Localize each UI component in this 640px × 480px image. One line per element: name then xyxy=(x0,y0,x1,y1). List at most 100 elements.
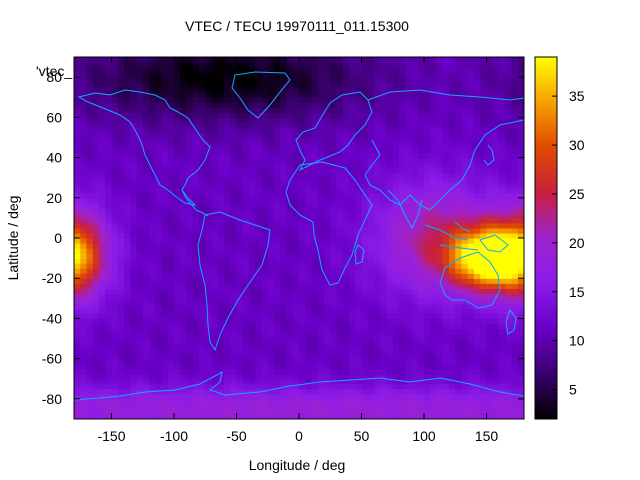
heatmap-cell xyxy=(499,363,506,370)
heatmap-cell xyxy=(149,243,156,249)
heatmap-cell xyxy=(280,358,288,365)
heatmap-cell xyxy=(467,227,475,234)
heatmap-cell xyxy=(380,112,388,118)
heatmap-cell xyxy=(261,383,269,390)
heatmap-cell xyxy=(211,363,219,370)
heatmap-cell xyxy=(467,393,475,400)
heatmap-cell xyxy=(211,187,219,194)
heatmap-cell xyxy=(217,187,225,194)
heatmap-cell xyxy=(467,303,475,309)
heatmap-cell xyxy=(117,338,125,345)
heatmap-cell xyxy=(349,383,356,390)
heatmap-cell xyxy=(467,268,475,274)
heatmap-cell xyxy=(136,187,144,194)
heatmap-cell xyxy=(411,363,419,370)
heatmap-cell xyxy=(86,127,94,134)
heatmap-cell xyxy=(505,152,513,159)
heatmap-cell xyxy=(105,403,113,410)
heatmap-cell xyxy=(249,77,256,83)
heatmap-cell xyxy=(236,72,244,78)
heatmap-cell xyxy=(486,182,494,189)
heatmap-cell xyxy=(217,162,225,169)
heatmap-cell xyxy=(436,253,444,259)
heatmap-cell xyxy=(192,253,200,259)
heatmap-cell xyxy=(224,217,231,224)
heatmap-cell xyxy=(449,363,456,370)
heatmap-cell xyxy=(430,363,438,370)
heatmap-cell xyxy=(417,187,425,194)
heatmap-cell xyxy=(517,243,524,249)
heatmap-cell xyxy=(255,398,263,405)
heatmap-cell xyxy=(105,283,113,289)
heatmap-cell xyxy=(267,263,275,269)
heatmap-cell xyxy=(199,268,206,274)
heatmap-cell xyxy=(180,393,188,400)
heatmap-cell xyxy=(367,147,375,154)
heatmap-cell xyxy=(111,147,119,154)
heatmap-cell xyxy=(267,227,275,234)
heatmap-cell xyxy=(99,358,106,365)
heatmap-cell xyxy=(99,77,106,83)
heatmap-cell xyxy=(230,303,238,309)
heatmap-cell xyxy=(417,298,425,304)
heatmap-cell xyxy=(249,212,256,219)
heatmap-cell xyxy=(92,142,100,149)
heatmap-cell xyxy=(367,293,375,299)
heatmap-cell xyxy=(367,197,375,204)
heatmap-cell xyxy=(142,318,150,325)
heatmap-cell xyxy=(105,227,113,234)
heatmap-cell xyxy=(349,212,356,219)
heatmap-cell xyxy=(467,232,475,239)
heatmap-cell xyxy=(149,348,156,355)
heatmap-cell xyxy=(86,288,94,294)
heatmap-cell xyxy=(117,343,125,350)
heatmap-cell xyxy=(399,217,406,224)
heatmap-cell xyxy=(474,343,481,350)
heatmap-cell xyxy=(142,217,150,224)
heatmap-cell xyxy=(167,197,175,204)
heatmap-cell xyxy=(399,268,406,274)
heatmap-cell xyxy=(499,122,506,128)
heatmap-cell xyxy=(224,87,231,93)
heatmap-cell xyxy=(280,72,288,78)
heatmap-cell xyxy=(392,222,400,229)
heatmap-cell xyxy=(130,77,138,83)
heatmap-cell xyxy=(249,248,256,254)
heatmap-cell xyxy=(424,323,431,330)
heatmap-cell xyxy=(486,408,494,415)
heatmap-cell xyxy=(236,318,244,325)
heatmap-cell xyxy=(80,368,88,375)
heatmap-cell xyxy=(142,77,150,83)
heatmap-cell xyxy=(136,207,144,214)
heatmap-cell xyxy=(192,328,200,335)
heatmap-cell xyxy=(161,398,169,405)
heatmap-cell xyxy=(511,328,519,335)
heatmap-cell xyxy=(74,373,81,380)
heatmap-cell xyxy=(217,202,225,209)
heatmap-cell xyxy=(311,318,319,325)
heatmap-cell xyxy=(236,273,244,279)
heatmap-cell xyxy=(255,368,263,375)
heatmap-cell xyxy=(199,413,206,419)
heatmap-cell xyxy=(99,373,106,380)
heatmap-cell xyxy=(186,313,194,320)
heatmap-cell xyxy=(449,177,456,184)
heatmap-cell xyxy=(474,293,481,299)
heatmap-cell xyxy=(92,122,100,128)
heatmap-cell xyxy=(286,197,294,204)
heatmap-cell xyxy=(180,107,188,113)
heatmap-cell xyxy=(255,162,263,169)
heatmap-cell xyxy=(361,408,369,415)
heatmap-cell xyxy=(367,363,375,370)
heatmap-cell xyxy=(186,378,194,385)
heatmap-cell xyxy=(117,283,125,289)
heatmap-cell xyxy=(442,217,450,224)
heatmap-cell xyxy=(261,378,269,385)
heatmap-cell xyxy=(261,283,269,289)
heatmap-cell xyxy=(336,142,344,149)
heatmap-cell xyxy=(249,238,256,244)
heatmap-cell xyxy=(486,303,494,309)
heatmap-cell xyxy=(92,388,100,395)
heatmap-cell xyxy=(130,238,138,244)
heatmap-cell xyxy=(136,72,144,78)
